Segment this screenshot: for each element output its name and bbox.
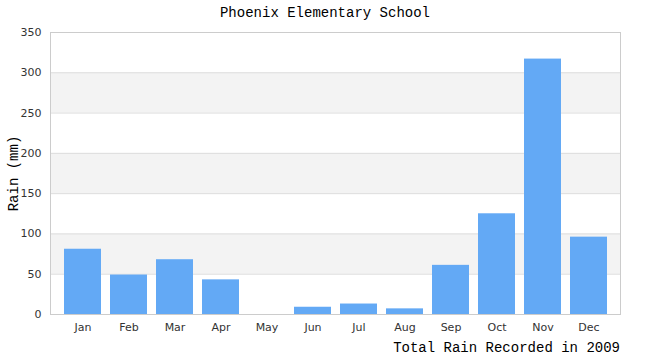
svg-text:Mar: Mar bbox=[165, 321, 186, 334]
svg-text:0: 0 bbox=[35, 308, 42, 321]
svg-text:Jun: Jun bbox=[303, 321, 321, 334]
svg-text:Jul: Jul bbox=[351, 321, 365, 334]
svg-text:100: 100 bbox=[21, 227, 42, 240]
svg-text:Rain (mm): Rain (mm) bbox=[6, 136, 22, 212]
svg-text:Dec: Dec bbox=[578, 321, 599, 334]
svg-text:Oct: Oct bbox=[487, 321, 507, 334]
svg-text:50: 50 bbox=[28, 268, 42, 281]
svg-text:300: 300 bbox=[21, 66, 42, 79]
svg-text:Nov: Nov bbox=[532, 321, 554, 334]
html-text:Phoenix Elementary School: Phoenix Elementary School bbox=[220, 5, 430, 21]
svg-text:200: 200 bbox=[21, 147, 42, 160]
html-text:Total Rain Recorded in 2009: Total Rain Recorded in 2009 bbox=[393, 340, 620, 356]
svg-text:350: 350 bbox=[21, 26, 42, 39]
svg-text:150: 150 bbox=[21, 187, 42, 200]
svg-text:250: 250 bbox=[21, 107, 42, 120]
svg-text:May: May bbox=[256, 321, 279, 334]
svg-text:Sep: Sep bbox=[441, 321, 462, 334]
svg-text:Feb: Feb bbox=[119, 321, 138, 334]
svg-text:Jan: Jan bbox=[74, 321, 92, 334]
svg-text:Aug: Aug bbox=[394, 321, 415, 334]
svg-text:Apr: Apr bbox=[211, 321, 231, 334]
